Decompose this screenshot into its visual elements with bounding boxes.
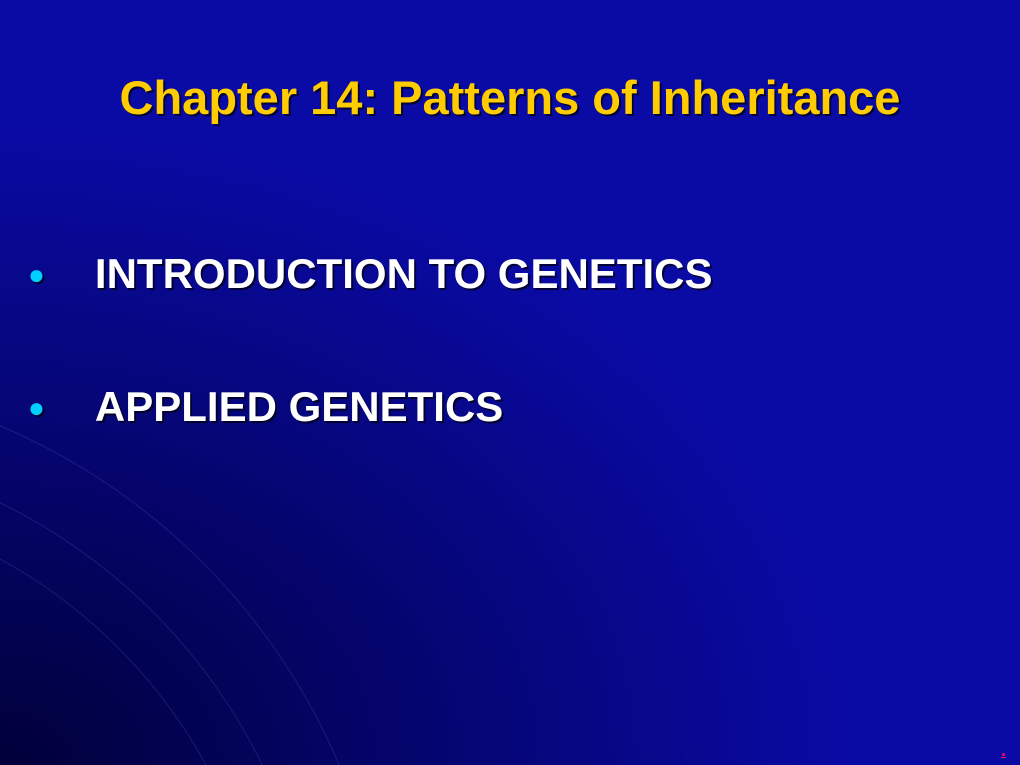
bullet-item: ● INTRODUCTION TO GENETICS <box>28 250 980 298</box>
slide: Chapter 14: Patterns of Inheritance ● IN… <box>0 0 1020 765</box>
bullet-icon: ● <box>28 394 45 422</box>
title-text: Chapter 14: Patterns of Inheritance <box>120 70 901 125</box>
bullet-text: APPLIED GENETICS <box>95 383 503 431</box>
slide-title: Chapter 14: Patterns of Inheritance <box>0 70 1020 125</box>
corner-dot-link[interactable]: . <box>1001 740 1006 761</box>
bullet-text: INTRODUCTION TO GENETICS <box>95 250 713 298</box>
bullet-item: ● APPLIED GENETICS <box>28 383 980 431</box>
slide-content: ● INTRODUCTION TO GENETICS ● APPLIED GEN… <box>28 250 980 516</box>
bullet-icon: ● <box>28 261 45 289</box>
